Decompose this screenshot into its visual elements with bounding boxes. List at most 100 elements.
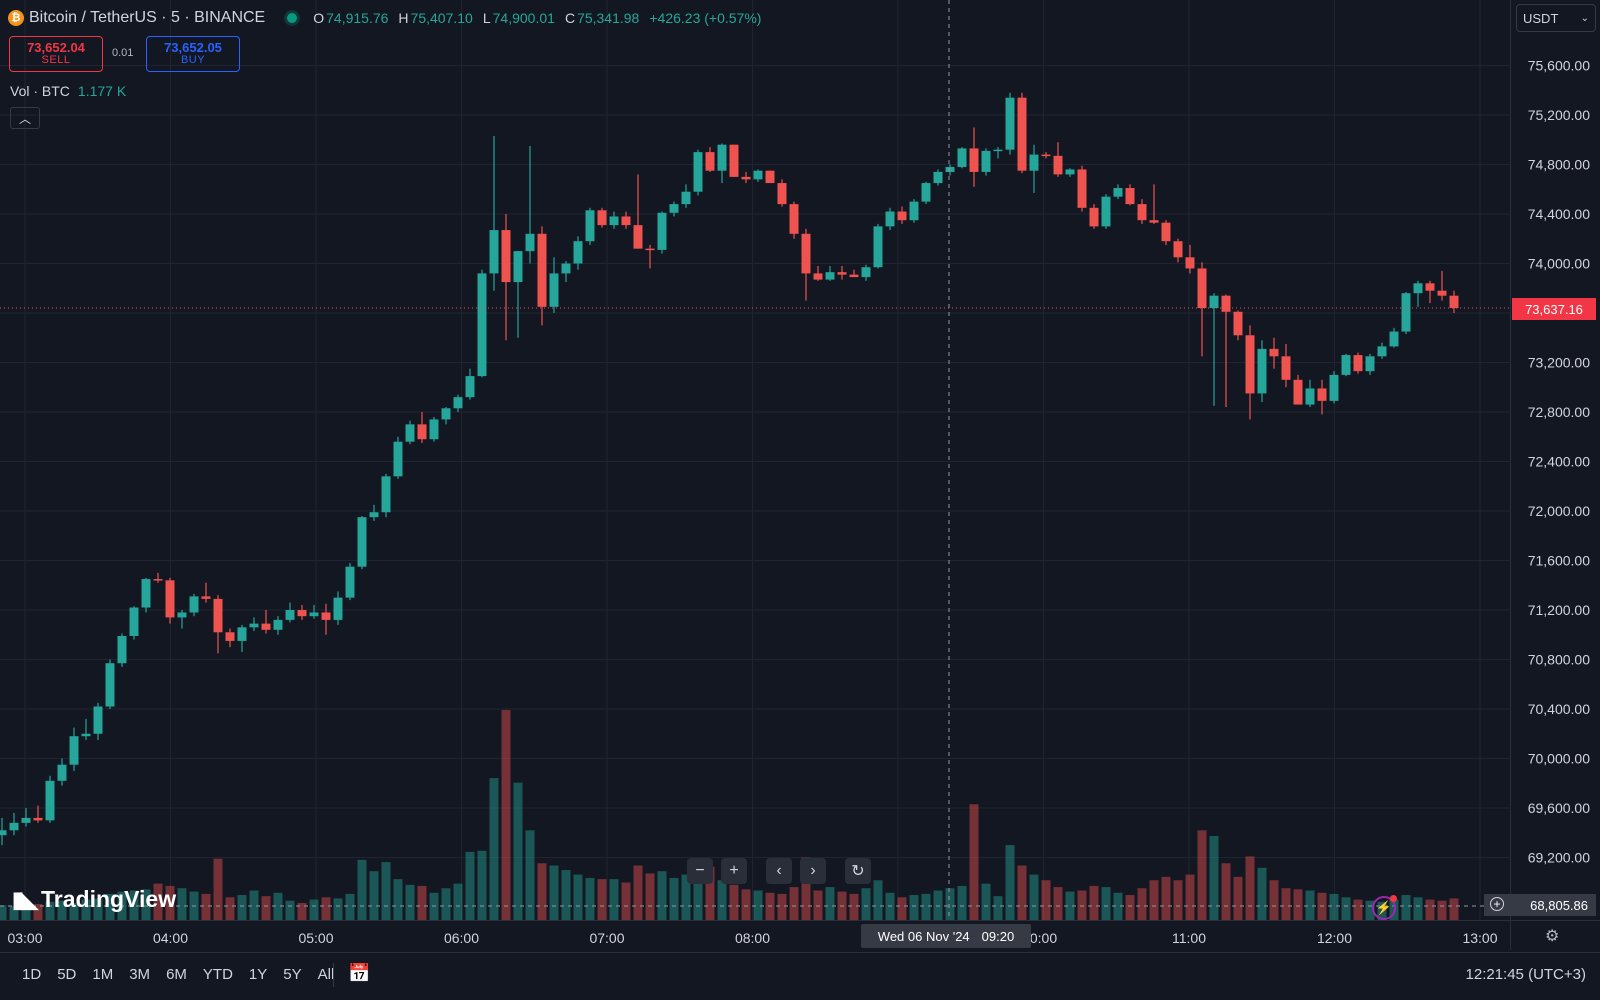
symbol-header[interactable]: ₿ Bitcoin / TetherUS · 5 · BINANCE O 74,9…	[8, 8, 761, 28]
candle-body	[381, 476, 391, 513]
buy-label: BUY	[180, 54, 206, 66]
candle-body	[849, 274, 859, 278]
range-3m[interactable]: 3M	[129, 966, 151, 983]
zoom-out-button[interactable]: −	[687, 858, 713, 884]
volume-bar	[33, 904, 43, 920]
range-1m[interactable]: 1M	[92, 966, 114, 983]
volume-bar	[237, 895, 247, 920]
volume-label: Vol · BTC	[10, 83, 70, 99]
volume-bar	[753, 890, 763, 920]
price-tick-label: 71,600.00	[1528, 553, 1590, 569]
sell-label: SELL	[41, 54, 71, 66]
volume-bar	[1233, 876, 1243, 920]
reset-chart-button[interactable]: ↻	[845, 858, 871, 884]
market-open-icon	[287, 13, 298, 23]
candle-body	[1233, 311, 1243, 336]
scroll-left-button[interactable]: ‹	[766, 858, 792, 884]
collapse-legend-button[interactable]: ︿	[10, 107, 40, 129]
volume-bar	[213, 858, 223, 920]
candle-body	[213, 598, 223, 633]
time-tick-label: 03:00	[7, 930, 42, 946]
candle-body	[321, 612, 331, 620]
volume-bar	[21, 907, 31, 920]
range-1d[interactable]: 1D	[22, 966, 42, 983]
candle-body	[393, 441, 403, 477]
volume-legend[interactable]: Vol · BTC 1.177 K	[10, 83, 126, 99]
volume-bar	[309, 899, 319, 920]
lightning-icon[interactable]: ⚡	[1372, 895, 1397, 920]
range-ytd[interactable]: YTD	[202, 966, 233, 983]
volume-bar	[681, 874, 691, 920]
volume-bar	[345, 893, 355, 920]
volume-bar	[165, 885, 175, 920]
volume-bar	[921, 893, 931, 920]
volume-bar	[93, 898, 103, 920]
sell-button[interactable]: 73,652.04 SELL	[9, 36, 103, 72]
range-5d[interactable]: 5D	[57, 966, 77, 983]
candle-body	[1113, 188, 1123, 197]
candle-body	[1389, 331, 1399, 347]
volume-bar	[897, 897, 907, 920]
volume-bar	[729, 884, 739, 920]
volume-bar	[105, 893, 115, 920]
volume-bar	[1425, 899, 1435, 920]
scroll-right-button[interactable]: ›	[800, 858, 826, 884]
clock[interactable]: 12:21:45 (UTC+3)	[1465, 966, 1586, 983]
symbol-title[interactable]: Bitcoin / TetherUS · 5 · BINANCE	[29, 9, 266, 26]
range-selector: 1D 5D 1M 3M 6M YTD 1Y 5Y All	[14, 966, 342, 983]
volume-bar	[693, 860, 703, 920]
range-1y[interactable]: 1Y	[248, 966, 268, 983]
time-tick-label: 0:00	[1030, 930, 1057, 946]
candle-body	[1101, 196, 1111, 227]
tradingview-logo[interactable]: ▮◣ TradingView	[12, 886, 176, 913]
candle-body	[369, 512, 379, 518]
buy-button[interactable]: 73,652.05 BUY	[146, 36, 240, 72]
volume-bar	[981, 883, 991, 920]
volume-bar	[561, 870, 571, 920]
candle-body	[1065, 169, 1075, 175]
volume-bar	[909, 895, 919, 920]
candle-body	[813, 273, 823, 280]
volume-bar	[177, 888, 187, 920]
range-5y[interactable]: 5Y	[283, 966, 302, 983]
price-tick-label: 69,600.00	[1528, 800, 1590, 816]
volume-bar	[1125, 895, 1135, 920]
candle-body	[141, 579, 151, 608]
candle-body	[669, 204, 679, 213]
range-all[interactable]: All	[317, 966, 335, 983]
candle-body	[705, 152, 715, 171]
candle-body	[525, 233, 535, 252]
volume-bar	[1305, 890, 1315, 920]
volume-bar	[1341, 897, 1351, 920]
currency-select[interactable]: USDT ⌄	[1516, 4, 1596, 32]
candle-body	[561, 263, 571, 274]
chevron-left-icon: ‹	[776, 862, 782, 879]
price-tick-label: 72,400.00	[1528, 454, 1590, 470]
candle-body	[177, 612, 187, 618]
crosshair-price-label[interactable]: + 68,805.86	[1484, 894, 1596, 916]
candle-body	[885, 211, 895, 227]
candle-body	[1449, 295, 1459, 309]
volume-bar	[57, 900, 67, 920]
volume-bar	[801, 857, 811, 920]
volume-bar	[1101, 887, 1111, 920]
volume-bar	[969, 804, 979, 920]
settings-gear-icon[interactable]: ⚙	[1545, 928, 1560, 945]
candle-body	[1089, 207, 1099, 227]
add-alert-icon[interactable]: +	[1490, 897, 1504, 911]
open-label: O	[313, 10, 325, 26]
high-label: H	[398, 10, 409, 26]
volume-bar	[825, 887, 835, 920]
calendar-icon[interactable]: 📅	[348, 963, 371, 983]
candle-body	[45, 780, 55, 821]
volume-bar	[81, 899, 91, 920]
range-6m[interactable]: 6M	[166, 966, 187, 983]
candle-body	[681, 191, 691, 205]
volume-bar	[405, 884, 415, 920]
candle-body	[153, 579, 163, 581]
zoom-in-button[interactable]: +	[721, 858, 747, 884]
time-tick-label: 07:00	[589, 930, 624, 946]
candle-body	[1149, 220, 1159, 223]
volume-bar	[225, 897, 235, 920]
